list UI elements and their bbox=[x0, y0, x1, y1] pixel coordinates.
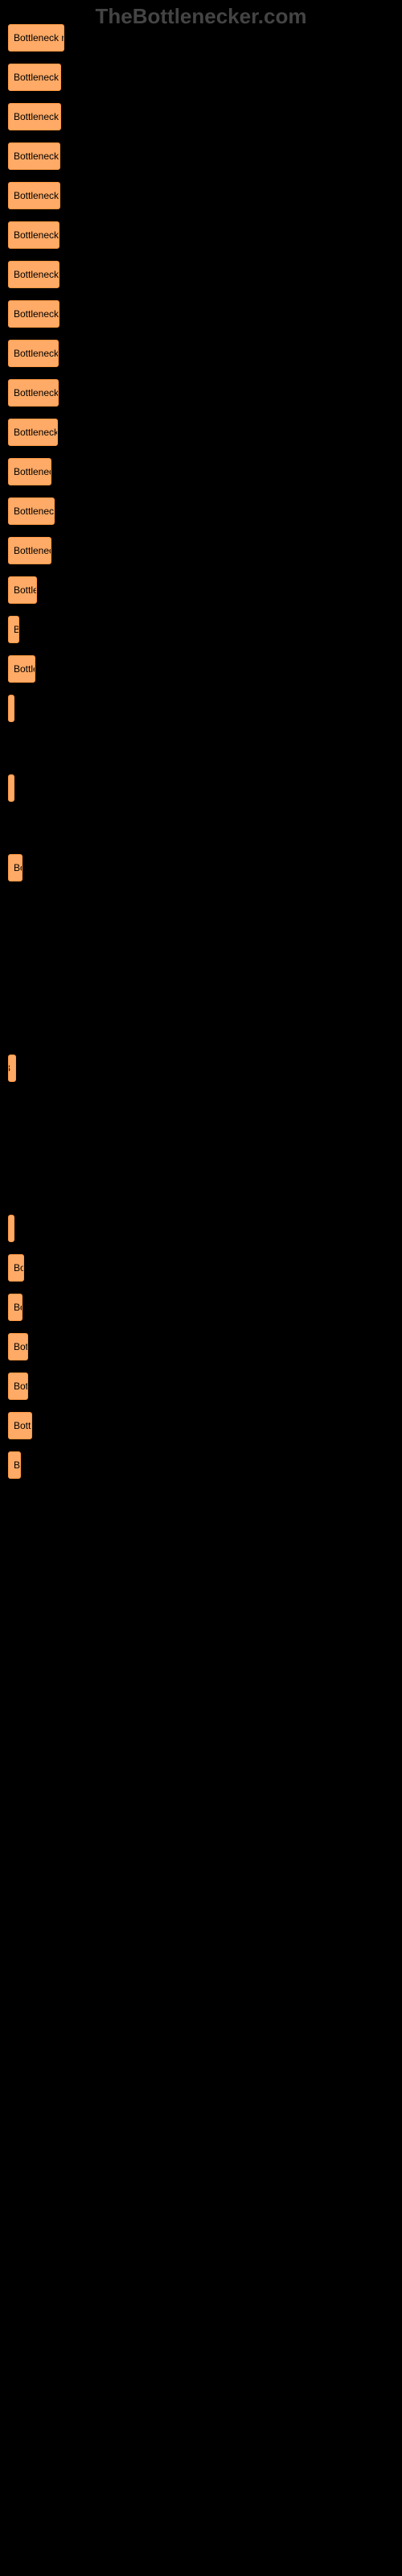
bar-row bbox=[8, 974, 394, 1014]
bar-item: Bottleneck bbox=[8, 458, 51, 485]
bar-row: Bottleneck res bbox=[8, 103, 394, 130]
bar-item: Bottleneck res bbox=[8, 300, 59, 328]
bar-item: Bottleneck re bbox=[8, 340, 59, 367]
bar-item: B bbox=[8, 1055, 16, 1082]
bar-item: Bottleneck bbox=[8, 537, 51, 564]
bar-row: Bottleneck bbox=[8, 537, 394, 564]
bar-row: Bottleneck res bbox=[8, 261, 394, 288]
bar-item: Bo bbox=[8, 1294, 23, 1321]
bar-item: Bottleneck res bbox=[8, 103, 61, 130]
bar-item: Bottleneck res bbox=[8, 182, 60, 209]
bar-row: B bbox=[8, 1055, 394, 1082]
bar-row: Bot bbox=[8, 1373, 394, 1400]
bar-item: Bo bbox=[8, 1254, 24, 1282]
bar-item: Bottleneck re bbox=[8, 419, 58, 446]
bar-row: Bo bbox=[8, 1294, 394, 1321]
bar-row: Bottleneck re bbox=[8, 419, 394, 446]
bar-row: Bot bbox=[8, 1333, 394, 1360]
bar-row: Bottleneck re bbox=[8, 340, 394, 367]
bar-row bbox=[8, 774, 394, 802]
bar-row: B bbox=[8, 1215, 394, 1242]
bar-item: Bot bbox=[8, 1373, 28, 1400]
bar-item: B bbox=[8, 616, 19, 643]
bar-item: Bottleneck res bbox=[8, 142, 60, 170]
bar-row: Bottleneck r bbox=[8, 497, 394, 525]
bar-chart: Bottleneck resu Bottleneck res Bottleneck … bbox=[0, 0, 402, 1499]
bar-row: Bottleneck resu bbox=[8, 24, 394, 52]
bar-row: Bottleneck res bbox=[8, 300, 394, 328]
bar-item: B bbox=[8, 1451, 21, 1479]
bar-row bbox=[8, 1094, 394, 1134]
bar-row: Bottleneck bbox=[8, 458, 394, 485]
bar-row bbox=[8, 1134, 394, 1174]
bar-row: Bo bbox=[8, 854, 394, 881]
bar-row: Bottleneck res bbox=[8, 182, 394, 209]
bar-row: Bottle bbox=[8, 655, 394, 683]
bar-row: Bottlen bbox=[8, 576, 394, 604]
bar-row bbox=[8, 734, 394, 774]
bar-item: Bottl bbox=[8, 1412, 32, 1439]
bar-item: Bottlen bbox=[8, 576, 37, 604]
bar-row bbox=[8, 1014, 394, 1055]
bar-item: Bottleneck r bbox=[8, 497, 55, 525]
bar-item: Bottleneck re bbox=[8, 379, 59, 407]
bar-row bbox=[8, 814, 394, 854]
bar-row bbox=[8, 695, 394, 722]
bar-row: Bottleneck res bbox=[8, 64, 394, 91]
bar-row: B bbox=[8, 1451, 394, 1479]
bar-item: B bbox=[8, 1215, 14, 1242]
bar-row bbox=[8, 1174, 394, 1215]
bar-row: Bottleneck re bbox=[8, 221, 394, 249]
bar-row bbox=[8, 934, 394, 974]
bar-item: Bottleneck re bbox=[8, 221, 59, 249]
bar-item: Bottleneck res bbox=[8, 64, 61, 91]
bar-item: Bottleneck res bbox=[8, 261, 59, 288]
bar-item: Bottle bbox=[8, 655, 35, 683]
bar-row bbox=[8, 894, 394, 934]
bar-row: Bo bbox=[8, 1254, 394, 1282]
bar-item bbox=[8, 774, 14, 802]
bar-item: Bottleneck resu bbox=[8, 24, 64, 52]
bar-row: B bbox=[8, 616, 394, 643]
bar-row: Bottl bbox=[8, 1412, 394, 1439]
bar-row: Bottleneck re bbox=[8, 379, 394, 407]
bar-row: Bottleneck res bbox=[8, 142, 394, 170]
bar-item: Bo bbox=[8, 854, 23, 881]
bar-item bbox=[8, 695, 14, 722]
bar-item: Bot bbox=[8, 1333, 28, 1360]
